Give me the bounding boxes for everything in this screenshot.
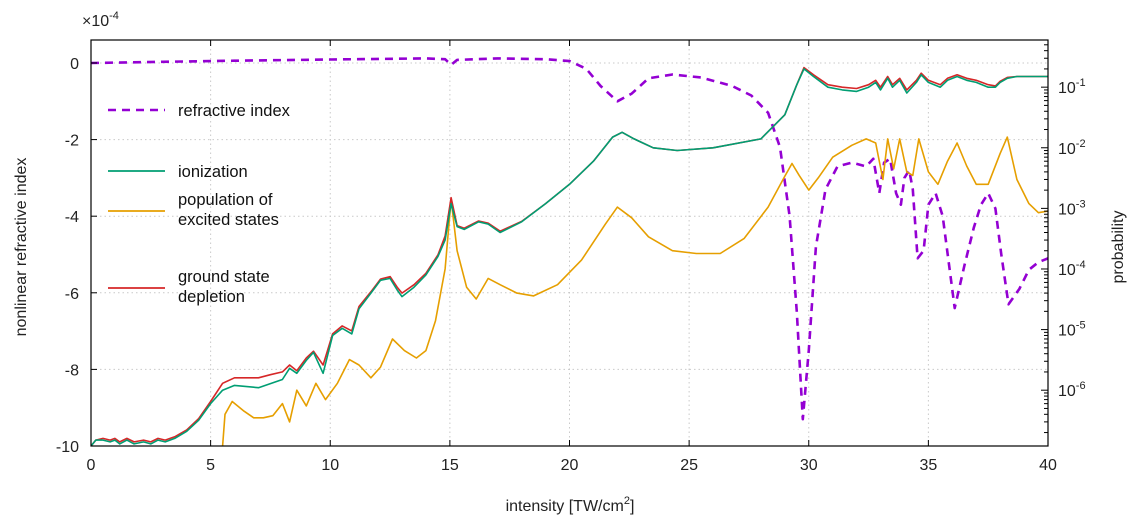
x-tick-label: 0 xyxy=(87,457,96,474)
y-axis-label: nonlinear refractive index xyxy=(13,158,30,337)
y2-tick-label-base: 10 xyxy=(1058,383,1076,400)
x-tick-label: 5 xyxy=(206,457,215,474)
x-tick-label: 30 xyxy=(800,457,818,474)
series-line-refractive-index xyxy=(91,57,1048,421)
y-tick-label: -4 xyxy=(65,209,79,226)
x-axis-label-end: ] xyxy=(630,498,634,515)
y2-tick-label-base: 10 xyxy=(1058,262,1076,279)
grid-lines xyxy=(91,40,1048,446)
x-tick-label: 15 xyxy=(441,457,459,474)
y2-tick-label-exponent: -5 xyxy=(1076,320,1086,332)
x-axis-label: intensity [TW/cm2] xyxy=(506,495,635,515)
y2-tick-label-exponent: -4 xyxy=(1076,259,1086,271)
y-tick-label: -6 xyxy=(65,286,79,303)
y-tick-label: -10 xyxy=(56,439,79,456)
y2-tick-label-exponent: -1 xyxy=(1076,77,1086,89)
axis-ticks: 0 5 10 15 20 25 30 35 400-2-4-6-8-1010-110-210-3… xyxy=(56,40,1086,474)
y-axis-multiplier-base: ×10 xyxy=(82,13,109,30)
y2-tick-label: 10-3 xyxy=(1058,198,1086,218)
y2-tick-label: 10-5 xyxy=(1058,320,1086,340)
y-axis-multiplier: ×10-4 xyxy=(82,10,119,30)
legend-label: depletion xyxy=(178,288,245,306)
legend-label: population of xyxy=(178,191,273,209)
y2-tick-label-exponent: -6 xyxy=(1076,380,1086,392)
y2-tick-label: 10-2 xyxy=(1058,138,1086,158)
legend-label: ground state xyxy=(178,268,270,286)
legend-label: refractive index xyxy=(178,102,291,120)
y-tick-label: -8 xyxy=(65,362,79,379)
y2-tick-label: 10-6 xyxy=(1058,380,1086,400)
x-axis-label-superscript: 2 xyxy=(624,495,630,507)
y2-tick-label: 10-1 xyxy=(1058,77,1086,97)
series-line-ground-state-depletion xyxy=(91,66,1048,446)
x-tick-label: 25 xyxy=(680,457,698,474)
y2-tick-label: 10-4 xyxy=(1058,259,1086,279)
legend: refractive index ionization population of e… xyxy=(108,102,291,306)
legend-label: ionization xyxy=(178,163,248,181)
x-tick-label: 35 xyxy=(919,457,937,474)
y2-tick-label-exponent: -3 xyxy=(1076,198,1086,210)
x-axis-label-main: intensity [TW/cm xyxy=(506,498,624,515)
series-line-ionization xyxy=(91,68,1048,446)
x-tick-label: 10 xyxy=(321,457,339,474)
y-tick-label: -2 xyxy=(65,133,79,150)
x-tick-label: 40 xyxy=(1039,457,1057,474)
y2-tick-label-base: 10 xyxy=(1058,201,1076,218)
y-axis-multiplier-exponent: -4 xyxy=(109,10,119,22)
legend-label: excited states xyxy=(178,211,279,229)
y2-axis-label: probability xyxy=(1110,211,1127,284)
plot-series xyxy=(91,57,1048,446)
y2-tick-label-base: 10 xyxy=(1058,141,1076,158)
y2-tick-label-exponent: -2 xyxy=(1076,138,1086,150)
y2-tick-label-base: 10 xyxy=(1058,80,1076,97)
y-tick-label: 0 xyxy=(70,56,79,73)
y2-tick-label-base: 10 xyxy=(1058,323,1076,340)
x-tick-label: 20 xyxy=(561,457,579,474)
series-line-population-of-excited-states xyxy=(221,136,1048,446)
